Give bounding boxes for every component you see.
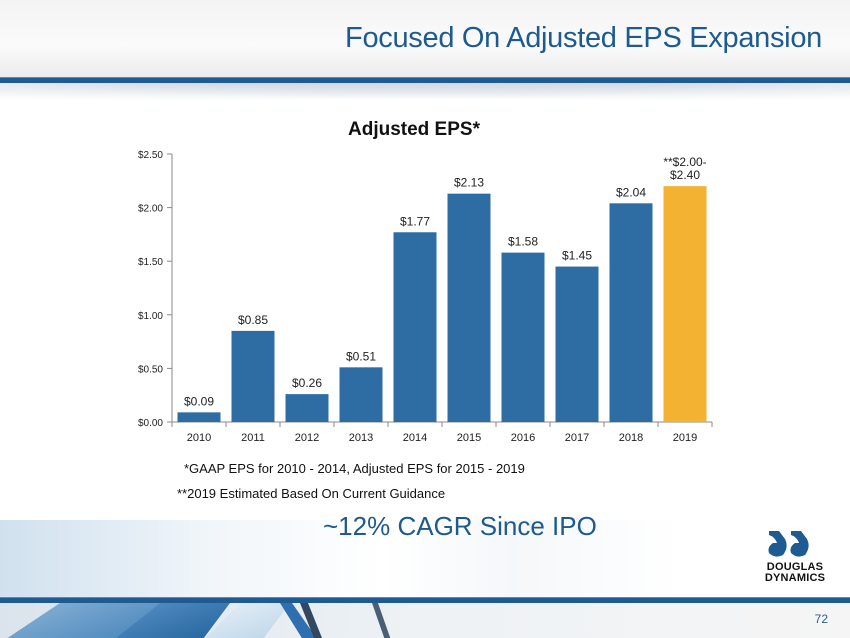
- cagr-callout: ~12% CAGR Since IPO: [323, 511, 597, 541]
- page-number: 72: [814, 612, 828, 626]
- footnote-gaap: *GAAP EPS for 2010 - 2014, Adjusted EPS …: [184, 461, 525, 476]
- bar-2012: [285, 394, 329, 422]
- eps-bar-chart: Adjusted EPS* $0.00 $0.50 $1.00 $1.50 $2.00 $…: [138, 119, 713, 444]
- x-tick-label: 2015: [457, 432, 481, 444]
- data-label-2013: $0.51: [346, 349, 376, 363]
- chart-bars: [177, 186, 707, 422]
- bar-2017: [555, 266, 599, 422]
- company-logo: DOUGLAS DYNAMICS: [755, 525, 835, 585]
- data-label-2012: $0.26: [292, 376, 322, 390]
- bar-2011: [231, 330, 275, 422]
- decorative-background: [0, 520, 850, 598]
- bar-2016: [501, 252, 545, 422]
- y-tick-label: $2.50: [138, 150, 163, 161]
- data-label-2019: **$2.00-: [663, 155, 706, 169]
- data-label-2015: $2.13: [454, 176, 484, 190]
- bar-2015: [447, 193, 491, 422]
- y-tick-label: $1.00: [138, 311, 163, 322]
- bar-2013: [339, 367, 383, 422]
- footer-divider: [0, 597, 850, 603]
- footnote-estimate: **2019 Estimated Based On Current Guidan…: [177, 486, 446, 501]
- chart-title: Adjusted EPS*: [348, 119, 481, 140]
- page-title: Focused On Adjusted EPS Expansion: [345, 22, 822, 54]
- x-tick-label: 2010: [187, 432, 211, 444]
- header-divider: [0, 77, 850, 83]
- x-tick-label: 2011: [241, 432, 265, 444]
- chart-data-labels: $0.09 $0.85 $0.26 $0.51 $1.77 $2.13 $1.58 $1.45…: [184, 155, 707, 408]
- slide-footer: [0, 603, 850, 638]
- data-label-2018: $2.04: [616, 185, 646, 199]
- y-tick-label: $0.50: [138, 364, 163, 375]
- x-tick-label: 2013: [349, 432, 373, 444]
- x-tick-label: 2014: [403, 432, 427, 444]
- bar-2014: [393, 232, 437, 422]
- data-label-2011: $0.85: [238, 313, 268, 327]
- bar-2010: [177, 412, 221, 422]
- data-label-2019: $2.40: [670, 168, 700, 182]
- logo-text-line2: DYNAMICS: [764, 572, 826, 584]
- header-shadow: [0, 83, 850, 101]
- x-tick-label: 2018: [619, 432, 643, 444]
- dd-plow-logo-icon: [768, 531, 809, 557]
- y-tick-label: $0.00: [138, 418, 163, 429]
- x-tick-label: 2012: [295, 432, 319, 444]
- data-label-2016: $1.58: [508, 235, 538, 249]
- y-tick-label: $1.50: [138, 257, 163, 268]
- logo-text-line1: DOUGLAS: [766, 561, 824, 573]
- data-label-2017: $1.45: [562, 249, 592, 263]
- data-label-2014: $1.77: [400, 214, 430, 228]
- bar-2019: [663, 186, 707, 422]
- data-label-2010: $0.09: [184, 394, 214, 408]
- bar-2018: [609, 203, 653, 422]
- x-tick-label: 2016: [511, 432, 535, 444]
- slide-header: [0, 0, 850, 77]
- y-tick-label: $2.00: [138, 204, 163, 215]
- x-tick-label: 2019: [673, 432, 697, 444]
- x-tick-label: 2017: [565, 432, 589, 444]
